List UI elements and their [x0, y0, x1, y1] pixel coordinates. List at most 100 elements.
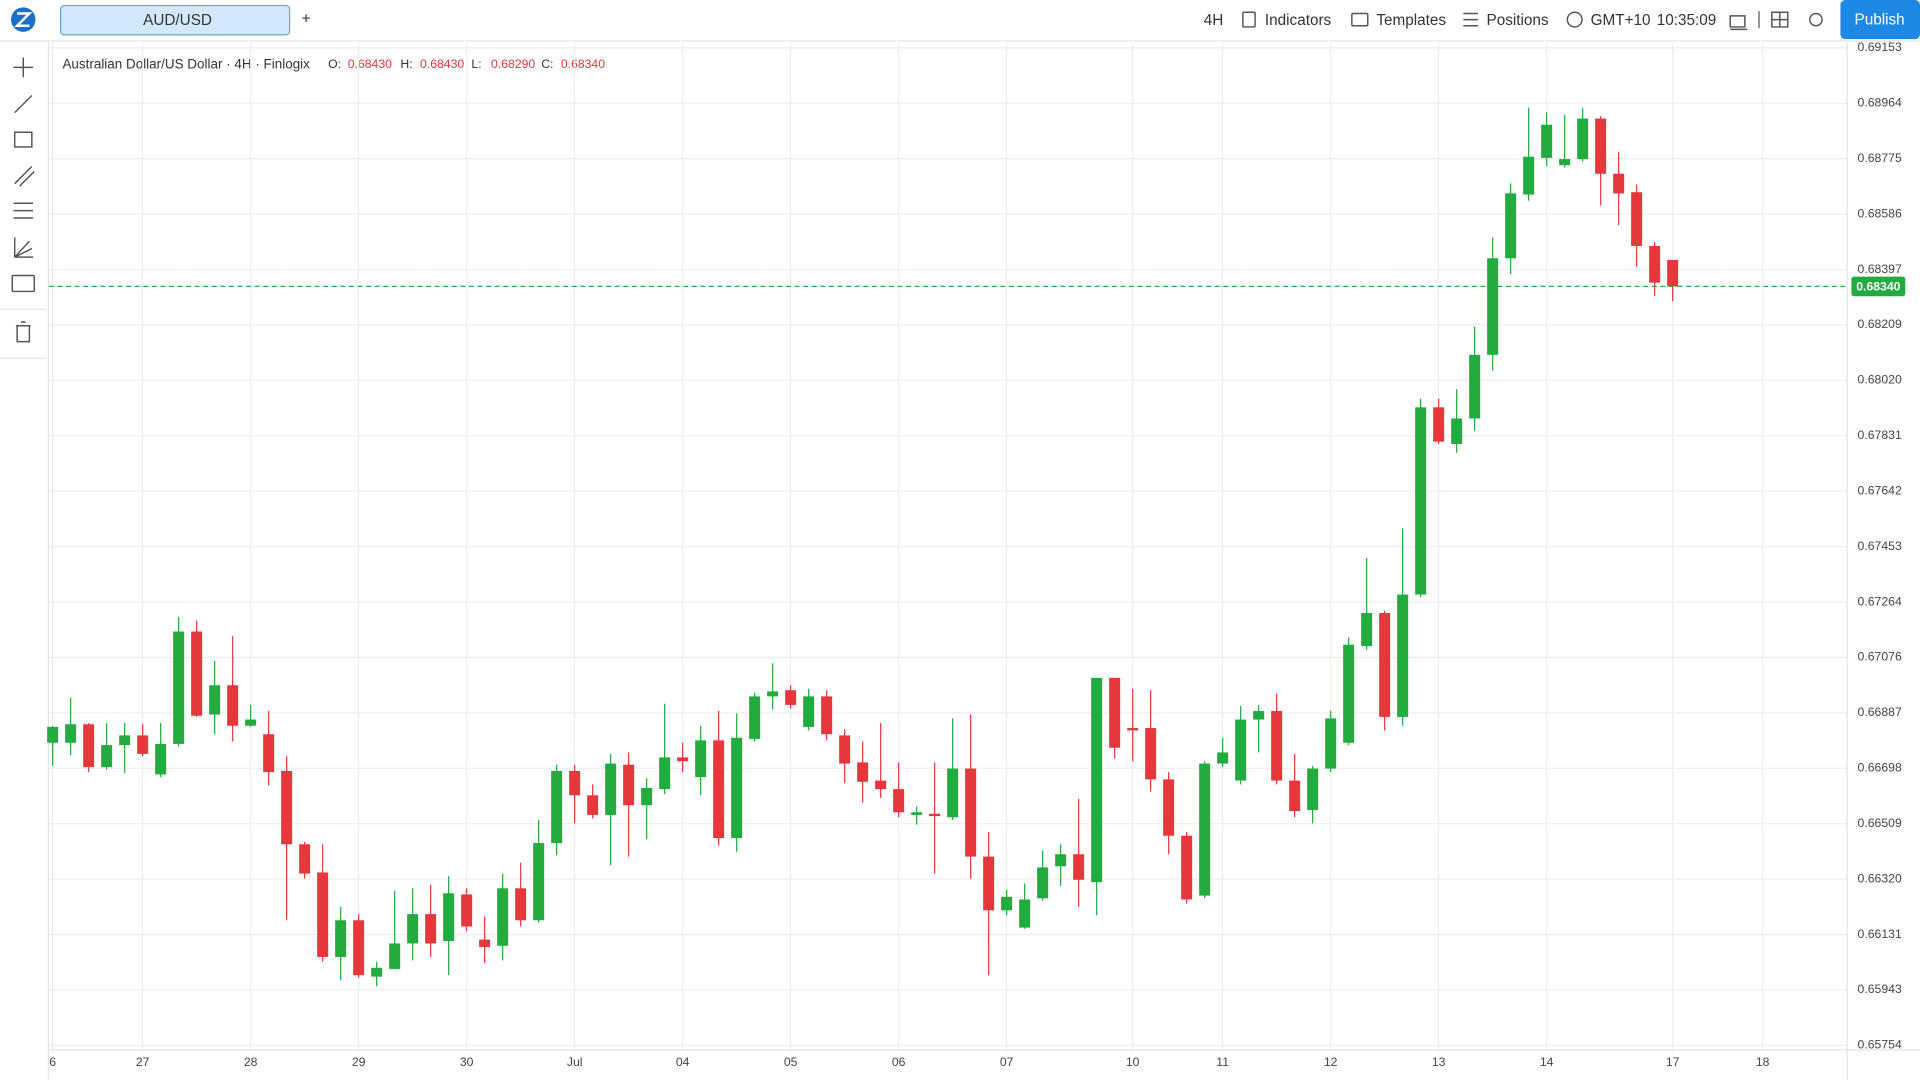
candle-body [551, 770, 563, 844]
x-tick-label: 11 [1216, 1055, 1229, 1069]
candle-body [371, 967, 383, 977]
ohlc-label: H: [400, 57, 412, 71]
fibonacci-tool[interactable] [13, 202, 34, 219]
y-tick-label: 0.67264 [1858, 594, 1902, 608]
candle-body [1037, 867, 1049, 899]
candle-body [1451, 418, 1463, 445]
delete-tool[interactable] [15, 321, 31, 343]
candle-body [353, 920, 365, 976]
ohlc-label: L: [471, 57, 481, 71]
templates-button[interactable]: Templates [1376, 12, 1446, 29]
candle-body [641, 787, 653, 806]
candle-body [587, 795, 599, 815]
candle-body [1199, 763, 1211, 896]
candle-body [263, 734, 275, 773]
candle-body [623, 764, 635, 806]
candle-body [1523, 156, 1535, 195]
candle-body [497, 888, 509, 946]
x-tick-label: 06 [892, 1055, 906, 1069]
candle-body [425, 914, 437, 944]
candle-body [929, 813, 941, 817]
candle-body [1271, 711, 1283, 781]
candle-body [749, 696, 761, 739]
candle-body [1541, 124, 1553, 158]
candle-body [1595, 118, 1607, 174]
candle-body [515, 888, 527, 921]
candle-body [47, 726, 59, 743]
x-tick-label: 13 [1432, 1055, 1446, 1069]
symbol-tab[interactable] [60, 4, 291, 36]
candle-body [1505, 193, 1517, 259]
candle-body [1073, 854, 1085, 880]
candle-body [677, 757, 689, 762]
candle-body [335, 920, 347, 957]
y-tick-label: 0.66320 [1858, 871, 1902, 885]
candle-body [1163, 779, 1175, 836]
x-tick-label: 27 [136, 1055, 150, 1069]
candle-body [479, 939, 491, 947]
positions-button[interactable]: Positions [1487, 12, 1549, 29]
timezone-icon [1566, 11, 1583, 28]
candle-body [911, 812, 923, 815]
trendline-tool[interactable] [14, 94, 33, 114]
candle-body [245, 719, 257, 726]
x-tick-label: 29 [352, 1055, 366, 1069]
candle-body [1145, 728, 1157, 780]
candle-body [209, 685, 221, 715]
candle-body [281, 770, 293, 845]
candle-body [83, 724, 95, 768]
candle-body [713, 740, 725, 839]
interval-button[interactable]: 4H [1204, 12, 1224, 29]
candle-body [1613, 173, 1625, 194]
candle-body [1289, 780, 1301, 812]
add-tab[interactable]: + [302, 11, 311, 28]
candle-body [407, 914, 419, 944]
y-tick-label: 0.69153 [1858, 40, 1902, 54]
candle-body [1469, 354, 1481, 419]
y-tick-label: 0.68586 [1858, 206, 1902, 220]
candle-body [1091, 677, 1103, 883]
layout-button[interactable] [1771, 11, 1789, 28]
candle-body [1109, 677, 1121, 748]
y-tick-label: 0.65754 [1858, 1038, 1902, 1052]
x-tick-label: 10 [1126, 1055, 1140, 1069]
candle-body [443, 893, 455, 942]
x-tick-label: Jul [567, 1055, 583, 1069]
candle-body [1667, 260, 1679, 287]
channel-tool[interactable] [14, 166, 35, 187]
y-tick-label: 0.67076 [1858, 650, 1902, 664]
y-tick-label: 0.65943 [1858, 982, 1902, 996]
ohlc-value: 0.68430 [348, 57, 392, 71]
candle-body [983, 856, 995, 911]
candle-body [893, 789, 905, 813]
candle-body [137, 735, 149, 754]
candle-body [1361, 613, 1373, 647]
publish-button[interactable] [1840, 0, 1920, 40]
candle-body [1379, 613, 1391, 717]
gann-tool[interactable] [13, 237, 34, 258]
text-tool[interactable] [11, 274, 36, 293]
clock: 10:35:09 [1657, 12, 1717, 29]
templates-icon [1351, 12, 1369, 27]
x-tick-label: 17 [1666, 1055, 1680, 1069]
candle-body [1631, 192, 1643, 246]
candle-body [1055, 854, 1067, 867]
indicators-button[interactable]: Indicators [1265, 12, 1332, 29]
screenshot-button[interactable] [1729, 15, 1748, 31]
candle-body [389, 943, 401, 969]
crosshair-tool[interactable] [13, 57, 34, 78]
rectangle-tool[interactable] [13, 131, 33, 148]
settings-button[interactable] [1809, 12, 1823, 27]
x-tick-label: 12 [1324, 1055, 1338, 1069]
x-tick-label: 18 [1756, 1055, 1770, 1069]
x-tick-label: 07 [1000, 1055, 1014, 1069]
candle-body [605, 763, 617, 815]
candle-body [1019, 899, 1031, 928]
candle-body [227, 685, 239, 726]
left-toolbar [0, 41, 49, 1080]
timezone-button[interactable]: GMT+10 [1591, 12, 1651, 29]
candle-body [1325, 718, 1337, 769]
candle-body [803, 696, 815, 727]
candle-body [1127, 728, 1139, 731]
